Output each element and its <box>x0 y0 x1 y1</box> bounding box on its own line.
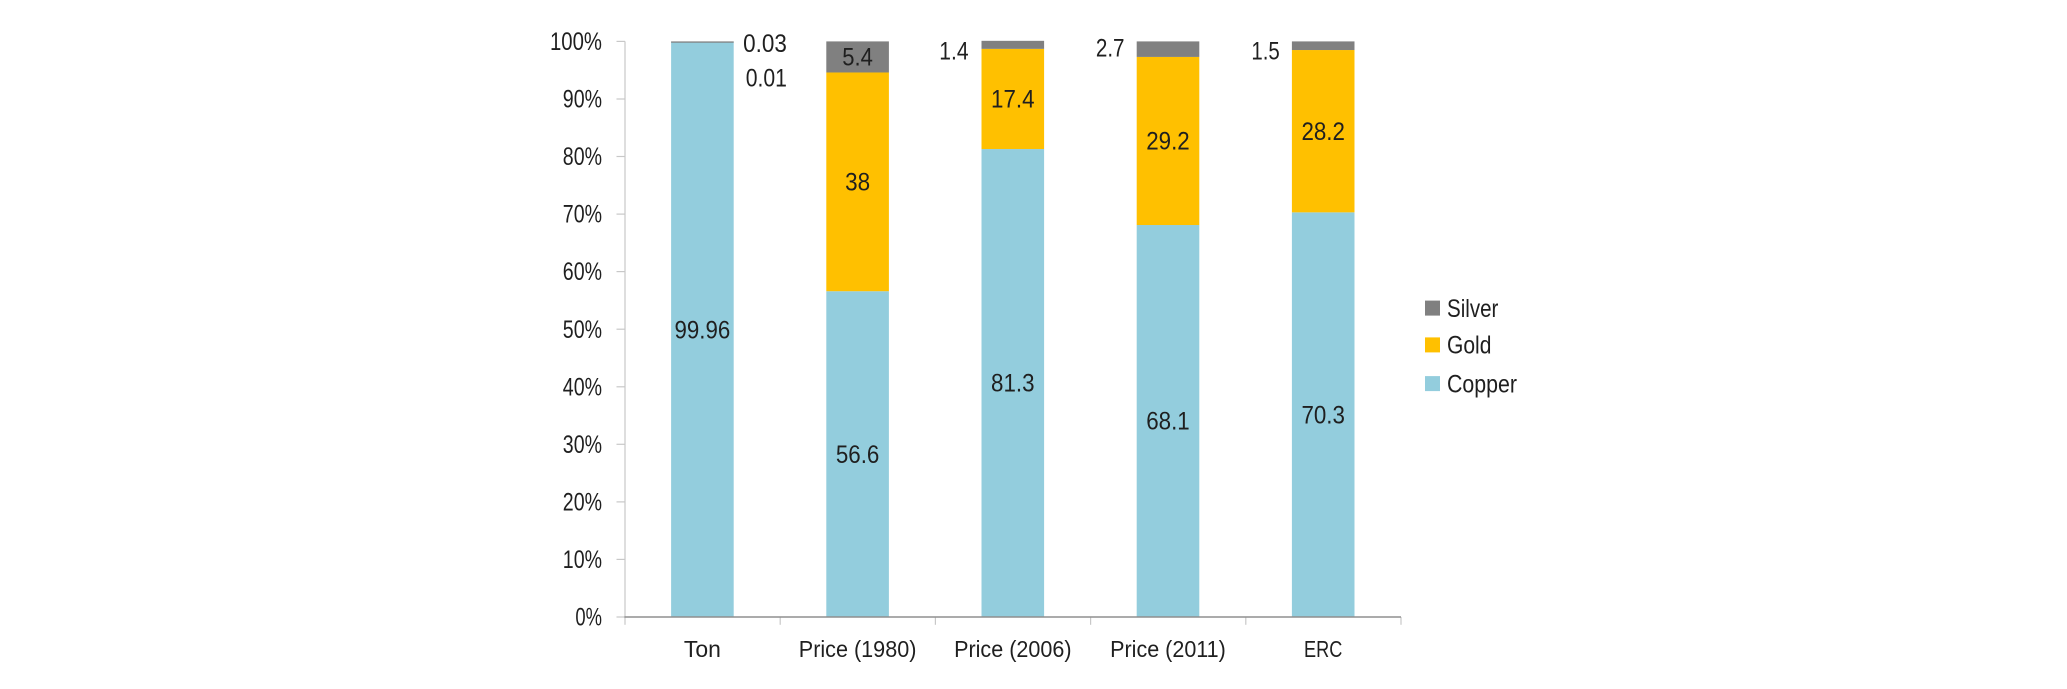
svg-text:5.4: 5.4 <box>842 44 873 72</box>
svg-text:20%: 20% <box>563 489 602 517</box>
svg-text:Gold: Gold <box>1447 332 1491 360</box>
svg-text:70%: 70% <box>563 201 602 229</box>
svg-text:90%: 90% <box>563 86 602 114</box>
svg-text:2.7: 2.7 <box>1096 34 1125 62</box>
svg-text:Ton: Ton <box>684 636 721 662</box>
svg-text:99.96: 99.96 <box>675 317 731 345</box>
svg-text:40%: 40% <box>563 373 602 401</box>
svg-text:28.2: 28.2 <box>1301 118 1345 146</box>
svg-text:29.2: 29.2 <box>1146 128 1190 156</box>
svg-text:0%: 0% <box>575 604 602 632</box>
svg-text:Copper: Copper <box>1447 370 1517 398</box>
svg-text:1.5: 1.5 <box>1251 38 1279 66</box>
svg-text:100%: 100% <box>550 28 602 56</box>
svg-text:0.03: 0.03 <box>743 30 787 58</box>
svg-text:1.4: 1.4 <box>939 37 968 65</box>
svg-text:Price (2006): Price (2006) <box>954 636 1071 662</box>
svg-text:17.4: 17.4 <box>991 86 1035 114</box>
svg-text:70.3: 70.3 <box>1301 401 1345 429</box>
svg-text:56.6: 56.6 <box>836 441 880 469</box>
svg-text:Price (2011): Price (2011) <box>1110 636 1226 662</box>
svg-text:81.3: 81.3 <box>991 370 1035 398</box>
svg-text:0.01: 0.01 <box>746 64 787 92</box>
svg-text:ERC: ERC <box>1304 636 1342 662</box>
svg-text:38: 38 <box>845 169 870 197</box>
svg-text:Silver: Silver <box>1447 295 1498 323</box>
svg-text:50%: 50% <box>563 316 602 344</box>
svg-text:68.1: 68.1 <box>1146 408 1190 436</box>
svg-text:60%: 60% <box>563 258 602 286</box>
svg-text:Price (1980): Price (1980) <box>799 636 917 662</box>
svg-text:30%: 30% <box>563 431 602 459</box>
svg-text:80%: 80% <box>563 143 602 171</box>
svg-text:10%: 10% <box>563 546 602 574</box>
